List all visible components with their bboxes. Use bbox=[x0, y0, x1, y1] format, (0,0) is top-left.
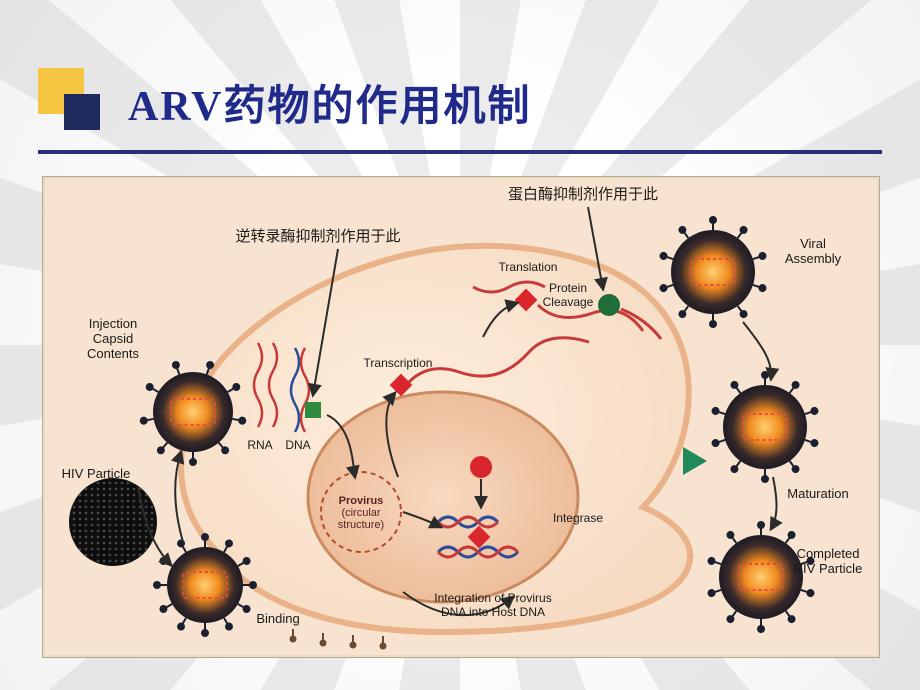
virus-assembly-icon bbox=[660, 217, 766, 327]
title-squares-icon bbox=[38, 68, 106, 136]
hiv-particle-icon bbox=[69, 478, 157, 566]
diagram-svg bbox=[43, 177, 879, 657]
virus-completed-icon bbox=[708, 522, 814, 632]
diagram-panel: HIV Particle Injection Capsid Contents B… bbox=[42, 176, 880, 658]
title-underline bbox=[38, 150, 882, 154]
budding-triangle-icon bbox=[683, 447, 707, 475]
label-provirus: Provirus (circular structure) bbox=[331, 495, 391, 531]
label-provirus-title: Provirus bbox=[339, 495, 384, 507]
rt-marker-icon bbox=[305, 402, 321, 418]
title-block: ARV药物的作用机制 bbox=[38, 68, 532, 136]
square-navy-icon bbox=[64, 94, 100, 130]
slide-title: ARV药物的作用机制 bbox=[128, 72, 532, 133]
slide-root: ARV药物的作用机制 bbox=[0, 0, 920, 690]
label-provirus-sub: (circular structure) bbox=[338, 507, 384, 531]
virus-maturation-icon bbox=[712, 372, 818, 482]
